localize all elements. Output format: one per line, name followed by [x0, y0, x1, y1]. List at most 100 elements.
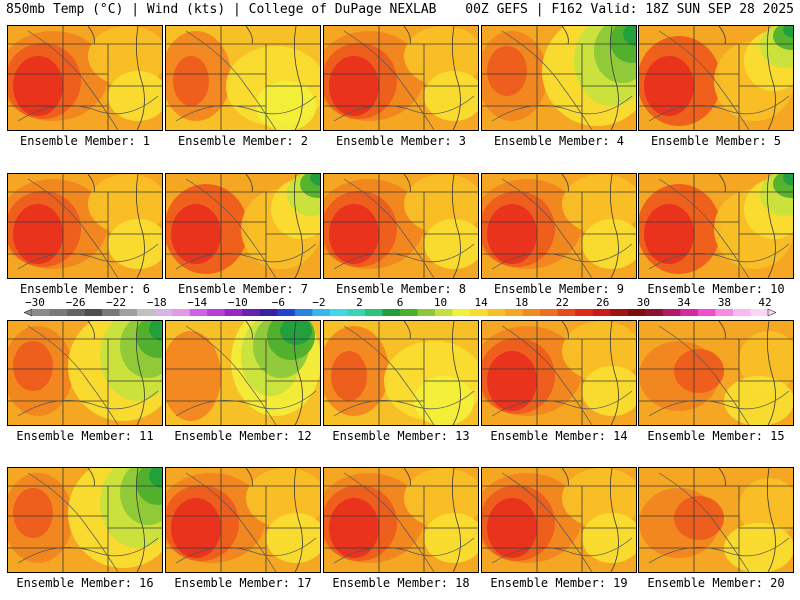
colorbar-segment: [102, 309, 120, 316]
colorbar-segment: [207, 309, 226, 316]
member-label-16: Ensemble Member: 16: [16, 576, 154, 590]
colorbar-tick-label: 30: [637, 296, 650, 309]
member-label-17: Ensemble Member: 17: [174, 576, 312, 590]
member-label-18: Ensemble Member: 18: [332, 576, 470, 590]
member-map-10: [638, 173, 794, 279]
colorbar-segment: [662, 309, 681, 316]
colorbar-segment: [557, 309, 576, 316]
colorbar-segment: [84, 309, 103, 316]
colorbar-segment: [715, 309, 734, 316]
colorbar-segment: [329, 309, 348, 316]
member-label-3: Ensemble Member: 3: [335, 134, 467, 148]
colorbar-segment: [32, 309, 50, 316]
member-label-9: Ensemble Member: 9: [493, 282, 625, 296]
colorbar-tick-label: −14: [187, 296, 207, 309]
colorbar-tick-label: −2: [312, 296, 325, 309]
colorbar-segment: [627, 309, 646, 316]
member-map-2: [165, 25, 321, 131]
member-map-9: [481, 173, 637, 279]
colorbar-segment: [470, 309, 488, 316]
colorbar-segment: [277, 309, 296, 316]
colorbar-segment: [242, 309, 261, 316]
colorbar-tick-label: −30: [25, 296, 45, 309]
colorbar-tick-label: −22: [106, 296, 126, 309]
colorbar-segment: [505, 309, 523, 316]
member-label-20: Ensemble Member: 20: [647, 576, 785, 590]
member-map-1: [7, 25, 163, 131]
member-label-6: Ensemble Member: 6: [19, 282, 151, 296]
member-label-1: Ensemble Member: 1: [19, 134, 151, 148]
member-map-19: [481, 467, 637, 573]
member-label-2: Ensemble Member: 2: [177, 134, 309, 148]
colorbar-segment: [645, 309, 664, 316]
colorbar-tick-label: 10: [434, 296, 447, 309]
member-map-16: [7, 467, 163, 573]
map-title-left: 850mb Temp (°C) | Wind (kts) | College o…: [6, 2, 437, 17]
member-map-6: [7, 173, 163, 279]
member-label-4: Ensemble Member: 4: [493, 134, 625, 148]
member-map-4: [481, 25, 637, 131]
colorbar-tick-label: −26: [66, 296, 86, 309]
member-label-12: Ensemble Member: 12: [174, 429, 312, 443]
member-map-12: [165, 320, 321, 426]
colorbar-right-arrow: [767, 308, 777, 317]
colorbar-left-arrow: [23, 308, 33, 317]
member-label-5: Ensemble Member: 5: [650, 134, 782, 148]
member-map-14: [481, 320, 637, 426]
member-label-15: Ensemble Member: 15: [647, 429, 785, 443]
colorbar-tick-label: 26: [596, 296, 609, 309]
colorbar-segment: [417, 309, 436, 316]
colorbar-segment: [540, 309, 559, 316]
colorbar-segment: [487, 309, 506, 316]
colorbar-segment: [364, 309, 383, 316]
colorbar-tick-label: 38: [718, 296, 731, 309]
colorbar-segment: [172, 309, 191, 316]
member-label-10: Ensemble Member: 10: [647, 282, 785, 296]
member-map-15: [638, 320, 794, 426]
colorbar-segment: [435, 309, 453, 316]
temperature-colorbar: −30 −26 −22 −18 −14 −10 −6 −2 2 6 10 14 18 22 26 30 34 38…: [23, 296, 777, 317]
member-label-13: Ensemble Member: 13: [332, 429, 470, 443]
colorbar-segment: [294, 309, 313, 316]
colorbar-segment: [592, 309, 611, 316]
colorbar-segment: [224, 309, 243, 316]
member-label-19: Ensemble Member: 19: [490, 576, 628, 590]
colorbar-segment: [189, 309, 208, 316]
colorbar-tick-label: 18: [515, 296, 528, 309]
colorbar-tick-label: 14: [474, 296, 488, 309]
member-map-3: [323, 25, 479, 131]
colorbar-segment: [312, 309, 331, 316]
colorbar-tick-label: −6: [272, 296, 285, 309]
colorbar-segment: [610, 309, 629, 316]
member-map-7: [165, 173, 321, 279]
colorbar-tick-label: 6: [397, 296, 404, 309]
member-label-8: Ensemble Member: 8: [335, 282, 467, 296]
colorbar-segment: [575, 309, 594, 316]
member-map-13: [323, 320, 479, 426]
map-title-right: 00Z GEFS | F162 Valid: 18Z SUN SEP 28 20…: [465, 2, 794, 17]
member-map-18: [323, 467, 479, 573]
colorbar-segment: [680, 309, 699, 316]
member-map-17: [165, 467, 321, 573]
colorbar-tick-label: 2: [356, 296, 363, 309]
member-label-11: Ensemble Member: 11: [16, 429, 154, 443]
colorbar-segment: [382, 309, 401, 316]
colorbar-segment: [522, 309, 541, 316]
colorbar-segment: [347, 309, 366, 316]
colorbar-segment: [259, 309, 278, 316]
colorbar-segment: [400, 309, 418, 316]
colorbar-segment: [154, 309, 173, 316]
colorbar-segment: [119, 309, 138, 316]
member-label-14: Ensemble Member: 14: [490, 429, 628, 443]
member-label-7: Ensemble Member: 7: [177, 282, 309, 296]
colorbar-segment: [697, 309, 716, 316]
colorbar-tick-label: 34: [677, 296, 691, 309]
colorbar-tick-label: 22: [556, 296, 569, 309]
member-map-8: [323, 173, 479, 279]
colorbar-tick-label: 42: [758, 296, 771, 309]
colorbar-segment: [49, 309, 68, 316]
colorbar-segment: [732, 309, 751, 316]
member-map-20: [638, 467, 794, 573]
colorbar-tick-label: −10: [228, 296, 248, 309]
member-map-5: [638, 25, 794, 131]
